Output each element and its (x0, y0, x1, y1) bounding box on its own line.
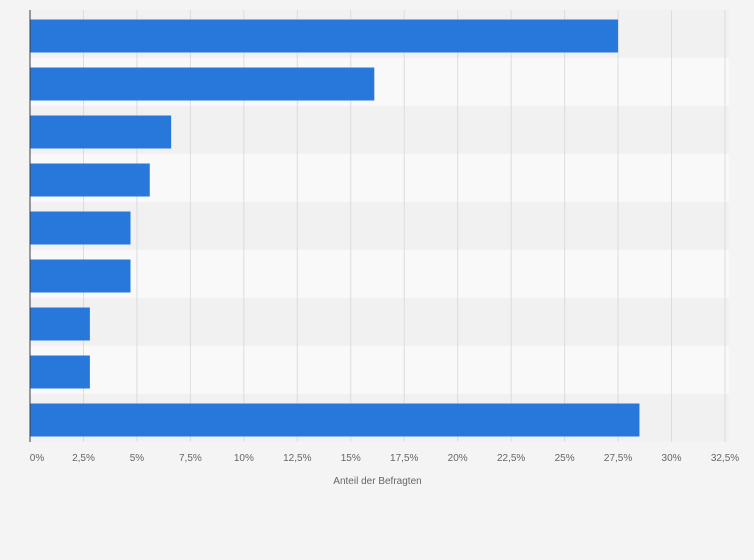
x-tick-label: 30% (662, 453, 682, 464)
bar[interactable] (30, 67, 375, 101)
row-band (30, 346, 729, 394)
x-axis-title: Anteil der Befragten (333, 476, 421, 487)
x-tick-label: 15% (341, 453, 361, 464)
x-tick-label: 10% (234, 453, 254, 464)
x-tick-label: 25% (555, 453, 575, 464)
row-band (30, 202, 729, 250)
row-band (30, 250, 729, 298)
bar[interactable] (30, 19, 619, 53)
bar[interactable] (30, 403, 640, 437)
bar[interactable] (30, 211, 131, 245)
x-tick-label: 7,5% (179, 453, 202, 464)
x-tick-label: 2,5% (72, 453, 95, 464)
bar[interactable] (30, 259, 131, 293)
x-tick-label: 32,5% (711, 453, 739, 464)
x-tick-label: 12,5% (283, 453, 311, 464)
bar[interactable] (30, 355, 90, 389)
row-band (30, 298, 729, 346)
x-tick-label: 17,5% (390, 453, 418, 464)
x-tick-label: 20% (448, 453, 468, 464)
x-tick-labels: 0% 2,5% 5% 7,5% 10% 12,5% 15% 17,5% 20% 22,5% 25% 2… (30, 453, 740, 464)
x-tick-label: 22,5% (497, 453, 525, 464)
x-tick-label: 0% (30, 453, 45, 464)
bar[interactable] (30, 307, 90, 341)
x-tick-label: 27,5% (604, 453, 632, 464)
bar[interactable] (30, 163, 150, 197)
x-tick-label: 5% (130, 453, 145, 464)
bars (30, 19, 640, 437)
bar[interactable] (30, 115, 172, 149)
